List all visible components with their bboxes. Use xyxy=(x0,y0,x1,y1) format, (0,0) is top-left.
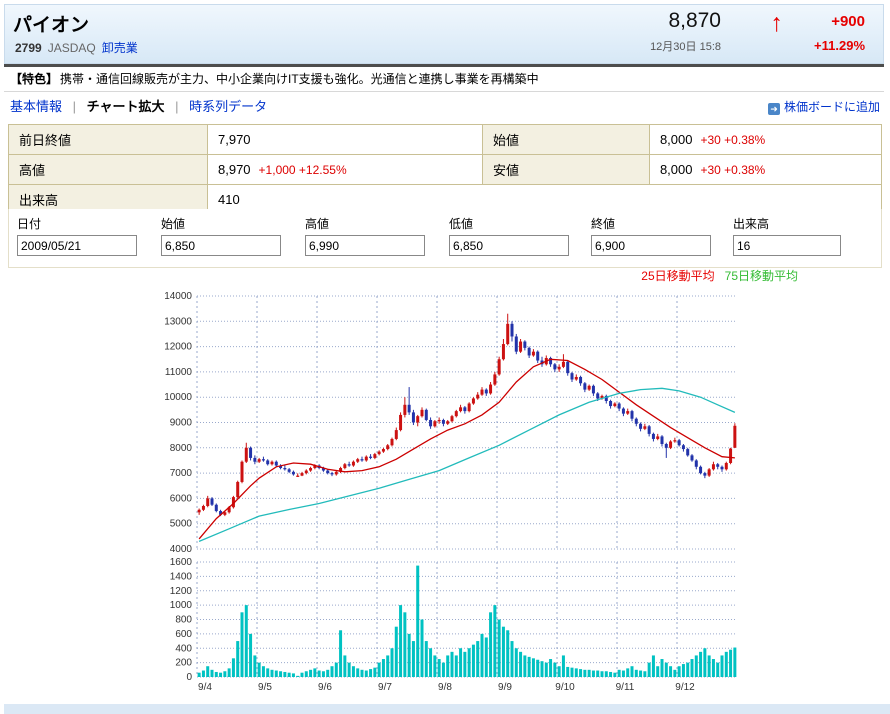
svg-text:400: 400 xyxy=(175,643,192,654)
date-field-group: 日付 xyxy=(17,215,137,256)
svg-text:600: 600 xyxy=(175,629,192,640)
nav-link-time-series[interactable]: 時系列データ xyxy=(189,99,268,114)
footer-bar xyxy=(4,704,890,714)
open-input[interactable] xyxy=(161,235,281,256)
svg-text:9000: 9000 xyxy=(170,418,193,429)
svg-text:14000: 14000 xyxy=(164,291,192,302)
svg-text:9/11: 9/11 xyxy=(616,682,635,693)
quote-label-prev-close: 前日終値 xyxy=(8,124,208,155)
divider-bar xyxy=(4,64,884,67)
chart-legend: 25日移動平均 75日移動平均 xyxy=(641,267,798,284)
high-change: +1,000 +12.55% xyxy=(258,163,347,177)
volume-input[interactable] xyxy=(733,235,841,256)
svg-text:13000: 13000 xyxy=(164,316,192,327)
svg-text:9/8: 9/8 xyxy=(438,682,452,693)
quote-value-high: 8,970 +1,000 +12.55% xyxy=(207,154,483,185)
stock-subline: 2799 JASDAQ 卸売業 xyxy=(15,39,138,56)
high-field-group: 高値 xyxy=(305,215,425,256)
svg-text:9/9: 9/9 xyxy=(498,682,512,693)
nav-link-basic-info[interactable]: 基本情報 xyxy=(10,99,63,114)
svg-text:9/12: 9/12 xyxy=(675,682,695,693)
svg-text:9/6: 9/6 xyxy=(318,682,332,693)
quote-label-high: 高値 xyxy=(8,154,208,185)
close-input[interactable] xyxy=(591,235,711,256)
svg-text:11000: 11000 xyxy=(165,367,193,378)
ohlc-form: 日付 始値 高値 低値 終値 出来高 xyxy=(8,209,882,268)
svg-text:9/7: 9/7 xyxy=(378,682,392,693)
open-change: +30 +0.38% xyxy=(700,133,766,147)
low-input[interactable] xyxy=(449,235,569,256)
svg-text:12000: 12000 xyxy=(164,342,192,353)
low-field-group: 低値 xyxy=(449,215,569,256)
feature-text: 携帯・通信回線販売が主力、中小企業向けIT支援も強化。光通信と連携し事業を再構築… xyxy=(60,72,539,86)
up-arrow-icon: ↑ xyxy=(770,9,784,37)
quote-table: 前日終値 7,970 始値 8,000 +30 +0.38% 高値 8,970 +1… xyxy=(8,124,883,215)
close-label: 終値 xyxy=(591,217,616,231)
quote-value-prev-close: 7,970 xyxy=(207,124,483,155)
quote-datetime: 12月30日 15:8 xyxy=(650,41,721,53)
open-label: 始値 xyxy=(161,217,186,231)
date-input[interactable] xyxy=(17,235,137,256)
table-row: 前日終値 7,970 始値 8,000 +30 +0.38% xyxy=(8,124,883,155)
high-input[interactable] xyxy=(305,235,425,256)
current-price: 8,870 xyxy=(668,9,721,32)
svg-text:5000: 5000 xyxy=(170,519,193,530)
svg-text:9/5: 9/5 xyxy=(258,682,272,693)
open-field-group: 始値 xyxy=(161,215,281,256)
svg-text:1400: 1400 xyxy=(170,571,193,582)
add-board-icon: ➜ xyxy=(767,103,780,115)
market-label: JASDAQ xyxy=(47,41,96,55)
svg-text:7000: 7000 xyxy=(170,468,193,479)
quote-label-low: 安値 xyxy=(481,154,650,185)
quote-value-low: 8,000 +30 +0.38% xyxy=(648,154,883,185)
legend-ma25: 25日移動平均 xyxy=(641,269,715,283)
company-feature: 【特色】 携帯・通信回線販売が主力、中小企業向けIT支援も強化。光通信と連携し事業… xyxy=(4,67,884,92)
stock-code: 2799 xyxy=(15,41,42,55)
price-change: +900 xyxy=(831,13,865,30)
low-label: 低値 xyxy=(449,217,474,231)
nav-separator: | xyxy=(175,99,179,114)
legend-ma75: 75日移動平均 xyxy=(724,269,798,283)
svg-text:4000: 4000 xyxy=(170,544,193,555)
table-row: 高値 8,970 +1,000 +12.55% 安値 8,000 +30 +0.38… xyxy=(8,154,883,185)
nav-link-chart-expand[interactable]: チャート拡大 xyxy=(86,99,165,114)
stock-chart: 4000500060007000800090001000011000120001… xyxy=(164,291,737,693)
close-field-group: 終値 xyxy=(591,215,711,256)
svg-text:1600: 1600 xyxy=(170,557,193,568)
svg-text:8000: 8000 xyxy=(170,443,193,454)
tab-nav: 基本情報 | チャート拡大 | 時系列データ ➜ 株価ボードに追加 xyxy=(4,94,884,120)
svg-text:200: 200 xyxy=(175,658,192,669)
volume-field-group: 出来高 xyxy=(733,215,841,256)
feature-tag: 【特色】 xyxy=(10,72,59,86)
stock-name: パイオン xyxy=(13,15,90,36)
date-label: 日付 xyxy=(17,217,42,231)
add-board-label: 株価ボードに追加 xyxy=(783,100,880,114)
low-change: +30 +0.38% xyxy=(700,163,766,177)
price-change-percent: +11.29% xyxy=(814,38,865,53)
svg-text:1000: 1000 xyxy=(170,600,193,611)
sector-link[interactable]: 卸売業 xyxy=(101,41,138,55)
svg-text:0: 0 xyxy=(186,672,192,683)
svg-text:1200: 1200 xyxy=(170,586,193,597)
quote-value-open: 8,000 +30 +0.38% xyxy=(648,124,883,155)
nav-separator: | xyxy=(72,99,77,114)
volume-label: 出来高 xyxy=(733,217,770,231)
high-label: 高値 xyxy=(305,217,330,231)
stock-header: パイオン 2799 JASDAQ 卸売業 8,870 12月30日 15:8 ↑ +… xyxy=(4,4,884,64)
add-to-board-link[interactable]: ➜ 株価ボードに追加 xyxy=(767,94,880,120)
svg-text:9/10: 9/10 xyxy=(555,682,575,693)
svg-text:6000: 6000 xyxy=(170,493,193,504)
svg-text:800: 800 xyxy=(175,615,192,626)
quote-label-open: 始値 xyxy=(481,124,650,155)
svg-text:9/4: 9/4 xyxy=(198,682,212,693)
svg-text:10000: 10000 xyxy=(164,392,192,403)
